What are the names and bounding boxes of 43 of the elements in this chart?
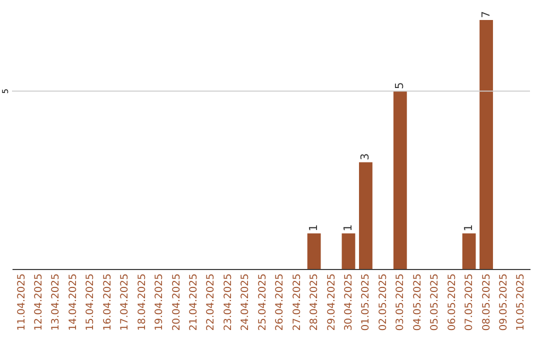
x-tick-label: 21.04.2025 (188, 274, 200, 331)
x-tick-label: 15.04.2025 (85, 274, 96, 331)
x-tick-label: 20.04.2025 (171, 274, 182, 331)
x-tick-label: 05.05.2025 (430, 274, 441, 331)
bar (462, 233, 476, 269)
x-tick-label: 01.05.2025 (360, 274, 372, 331)
x-tick-label: 22.04.2025 (206, 274, 217, 331)
x-tick-label: 30.04.2025 (343, 274, 354, 331)
bar (393, 91, 407, 269)
x-tick-label: 18.04.2025 (136, 274, 148, 331)
x-tick-label: 06.05.2025 (446, 274, 458, 331)
x-tick-label: 09.05.2025 (498, 274, 510, 331)
x-tick-label: 27.04.2025 (292, 274, 303, 331)
x-tick-label: 08.05.2025 (481, 274, 492, 331)
x-tick-label: 03.05.2025 (395, 274, 406, 331)
bar (307, 233, 321, 269)
data-label: 5 (393, 82, 406, 90)
x-tick-label: 11.04.2025 (16, 274, 28, 331)
bar (359, 162, 372, 269)
x-tick-label: 26.04.2025 (274, 274, 286, 331)
x-tick-label: 12.04.2025 (34, 274, 45, 331)
x-tick-label: 28.04.2025 (309, 274, 320, 331)
data-label: 1 (341, 224, 354, 232)
data-label: 1 (462, 224, 476, 232)
x-tick-label: 29.04.2025 (326, 274, 338, 331)
x-tick-label: 04.05.2025 (412, 274, 424, 331)
x-tick-label: 19.04.2025 (154, 274, 166, 331)
data-label: 1 (307, 224, 320, 232)
bar (342, 233, 356, 269)
x-tick-label: 23.04.2025 (222, 274, 234, 331)
x-tick-label: 07.05.2025 (464, 274, 476, 331)
x-tick-label: 24.04.2025 (240, 274, 252, 331)
x-tick-label: 14.04.2025 (68, 274, 79, 331)
ref-line-label: 5 (1, 88, 10, 94)
x-tick-label: 17.04.2025 (120, 274, 131, 331)
x-tick-label: 02.05.2025 (378, 274, 389, 331)
x-tick-label: 16.04.2025 (102, 274, 114, 331)
x-tick-label: 13.04.2025 (50, 274, 62, 331)
bar (480, 20, 493, 269)
data-label: 3 (358, 153, 372, 160)
x-tick-label: 25.04.2025 (257, 274, 268, 331)
x-tick-label: 10.05.2025 (516, 274, 527, 331)
data-label: 7 (479, 11, 492, 18)
